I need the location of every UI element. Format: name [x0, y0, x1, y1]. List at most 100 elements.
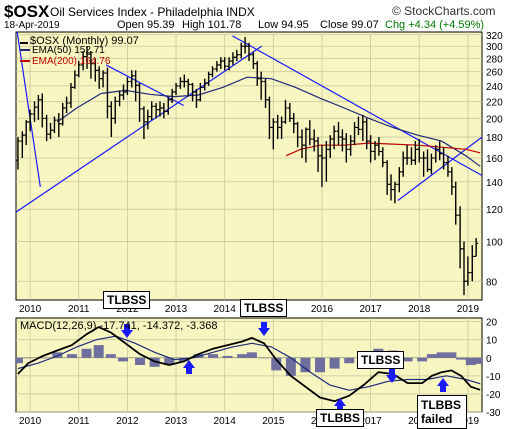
x-tick-label: 2017	[359, 304, 382, 315]
ohlc-bar	[60, 103, 65, 126]
y-tick-label: 160	[486, 154, 503, 165]
ohlc-bar	[271, 118, 276, 150]
ohlc-bar	[141, 106, 146, 140]
histogram-bar	[259, 357, 270, 359]
ohlc-bar	[117, 90, 122, 107]
ohlc-bar	[88, 51, 93, 79]
ohlc-bar	[417, 139, 422, 163]
histogram-bar	[237, 354, 248, 358]
ohlc-bar	[409, 147, 414, 165]
y-tick-label: 280	[486, 55, 503, 66]
ohlc-bar	[227, 57, 232, 71]
x-tick-label: 2012	[116, 416, 139, 427]
arrow-down-icon	[386, 369, 398, 383]
ohlc-bar	[380, 147, 385, 168]
ohlc-bar	[458, 206, 463, 269]
ohlc-bar	[68, 82, 73, 108]
ohlc-bar	[174, 82, 179, 96]
ohlc-bar	[389, 174, 394, 201]
index-name: Oil Services Index - Philadelphia INDX	[50, 5, 255, 19]
signal-arrows	[121, 322, 449, 412]
ohlc-bar	[72, 70, 77, 89]
x-tick-label: 2017	[359, 416, 382, 427]
ohlc-bar	[154, 103, 159, 119]
arrow-up-icon	[334, 398, 346, 412]
brand[interactable]: © StockCharts.com	[392, 4, 496, 18]
ohlc-bar	[319, 145, 324, 187]
histogram-bar	[344, 357, 355, 364]
ohlc-bar	[303, 127, 308, 163]
ohlc-bar	[113, 96, 118, 124]
ohlc-bar	[186, 78, 191, 97]
macd-y-tick-label: -20	[486, 390, 501, 401]
y-tick-label: 180	[486, 133, 503, 144]
ohlc-bar	[413, 141, 418, 165]
ohlc-bar	[76, 61, 81, 78]
legend-ema50-swatch	[20, 49, 30, 52]
ohlc-bar	[368, 135, 373, 163]
open-value: Open 95.39	[117, 19, 175, 31]
ohlc-bar	[376, 137, 381, 156]
ohlc-bar	[474, 238, 479, 258]
callout-tlbbs-2: TLBBS failed	[417, 395, 467, 429]
ohlc-bar	[251, 52, 256, 69]
legend-ema200-label: EMA(200) 164.76	[32, 56, 111, 67]
ohlc-bar	[336, 121, 341, 146]
ohlc-bar	[129, 70, 134, 88]
y-tick-label: 200	[486, 114, 503, 125]
ohlc-bar	[307, 120, 312, 146]
histogram-bar	[178, 357, 189, 362]
macd-y-tick-label: -10	[486, 372, 501, 383]
macd-y-tick-label: 20	[486, 318, 498, 329]
ohlc-bar	[445, 155, 450, 177]
histogram-bar	[23, 357, 34, 359]
ohlc-bar	[401, 151, 406, 177]
histogram-bar	[37, 357, 48, 359]
y-tick-label: 100	[486, 238, 503, 249]
ohlc-bar	[222, 57, 227, 71]
x-tick-label: 2015	[262, 416, 285, 427]
ohlc-bar	[101, 70, 106, 88]
ohlc-bar	[344, 133, 349, 163]
ohlc-bar	[392, 181, 397, 204]
macd-line	[17, 325, 481, 403]
ohlc-bar	[210, 66, 215, 78]
ohlc-bar	[15, 137, 20, 170]
arrow-down-icon	[258, 322, 270, 336]
x-tick-label: 2011	[68, 416, 90, 427]
ohlc-bar	[465, 256, 470, 286]
x-tick-label: 2010	[19, 416, 42, 427]
ohlc-bar	[267, 96, 272, 140]
trendline	[16, 45, 262, 213]
ohlc-bar	[206, 71, 211, 86]
ohlc-bar	[85, 46, 90, 69]
ohlc-bar	[247, 42, 251, 62]
legend-ema50-label: EMA(50) 152.71	[32, 45, 105, 56]
ohlc-bar	[328, 135, 333, 159]
arrow-down-icon	[121, 324, 133, 338]
macd-y-tick-label: 0	[486, 354, 492, 365]
histogram-bar	[164, 357, 175, 365]
ohlc-bar	[356, 116, 361, 136]
macd-y-tick-label: 10	[486, 336, 498, 347]
x-tick-label: 2019	[457, 304, 480, 315]
ohlc-bar	[194, 88, 199, 108]
ohlc-bar	[287, 103, 292, 122]
ohlc-bar	[190, 82, 195, 102]
trendline	[397, 136, 482, 201]
trendline	[105, 64, 185, 107]
callout-tlbss-3: TLBSS	[357, 351, 405, 369]
ohlc-bar	[182, 74, 187, 88]
ohlc-bar	[20, 131, 25, 159]
trendline	[232, 35, 482, 177]
x-tick-label: 2010	[19, 304, 42, 315]
ohlc-bar	[312, 129, 317, 152]
legend-price: $OSX (Monthly) 99.07	[20, 34, 139, 47]
histogram-bar	[271, 357, 282, 371]
ohlc-bar	[56, 113, 61, 138]
symbol: $OSX	[4, 2, 50, 21]
ohlc-bar	[97, 66, 102, 89]
histogram-bar	[465, 357, 476, 365]
ohlc-bar	[470, 245, 475, 282]
legend-ema200-swatch	[20, 60, 30, 63]
